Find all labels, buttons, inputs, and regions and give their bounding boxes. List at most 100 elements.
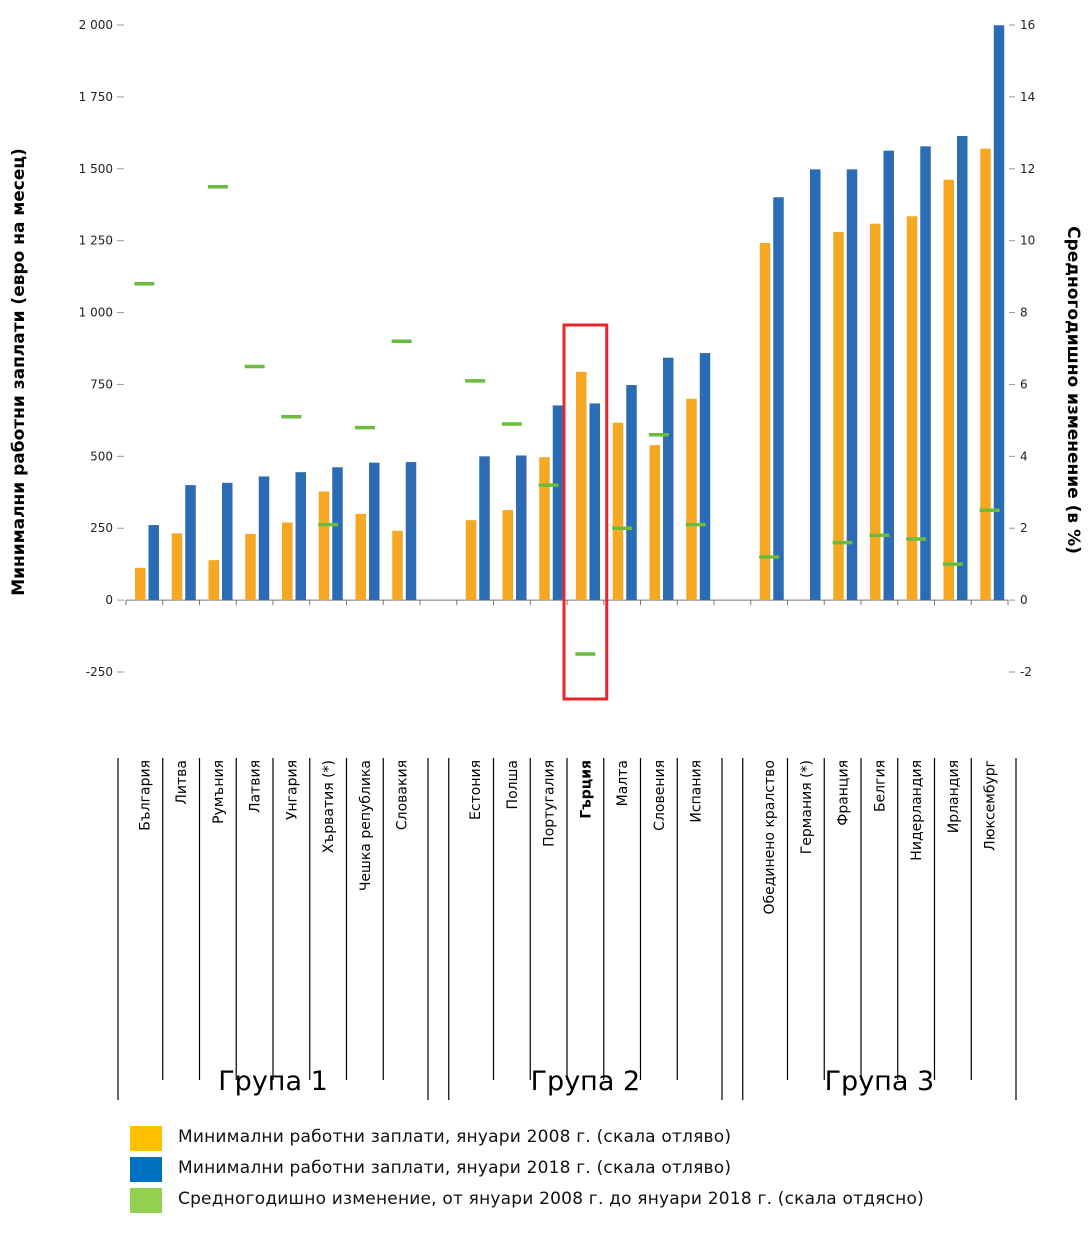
- bar-2018: [626, 385, 637, 601]
- category-label: Полша: [505, 760, 521, 809]
- category-label: Естония: [468, 760, 484, 820]
- group-label: Група 1: [218, 1066, 328, 1097]
- bar-2018: [222, 482, 233, 601]
- bar-2018: [295, 472, 306, 601]
- bar-2008: [759, 242, 771, 601]
- category-label: Белгия: [872, 760, 888, 812]
- right-tick-label: 10: [1020, 234, 1035, 248]
- bar-2018: [589, 403, 600, 601]
- bar-2008: [208, 560, 219, 601]
- bar-2008: [649, 445, 660, 601]
- legend-swatch-2018: [130, 1157, 162, 1182]
- right-tick-label: 8: [1020, 306, 1028, 320]
- bar-2008: [539, 457, 550, 601]
- legend-label-change: Средногодишно изменение, от януари 2008 …: [178, 1189, 924, 1209]
- category-label: Люксембург: [983, 760, 999, 851]
- legend-label-2008: Минимални работни заплати, януари 2008 г…: [178, 1127, 732, 1147]
- bar-2018: [479, 456, 490, 601]
- category-label: Хърватия (*): [321, 760, 337, 853]
- left-tick-label: 1 000: [79, 306, 113, 320]
- right-tick-label: 12: [1020, 162, 1035, 176]
- category-label: Франция: [836, 760, 852, 826]
- bar-2018: [405, 462, 417, 601]
- category-label: Обединено кралство: [762, 760, 778, 915]
- left-tick-label: 750: [90, 377, 113, 391]
- bar-2018: [516, 455, 527, 601]
- left-tick-label: 1 500: [79, 162, 113, 176]
- category-label: Испания: [689, 760, 705, 823]
- category-label: Унгария: [284, 760, 300, 820]
- bar-2018: [993, 25, 1005, 601]
- bar-2008: [502, 510, 513, 601]
- highlight-box: [562, 323, 609, 701]
- bar-2008: [612, 422, 624, 601]
- bar-2008: [135, 567, 146, 601]
- right-tick-label: 14: [1020, 90, 1035, 104]
- category-label: Словакия: [395, 760, 411, 830]
- right-tick-label: 2: [1020, 521, 1028, 535]
- right-tick-label: -2: [1020, 665, 1032, 679]
- group-label: Група 3: [825, 1066, 935, 1097]
- legend-item-change: Средногодишно изменение, от януари 2008 …: [130, 1188, 1010, 1213]
- category-label: Гърция: [578, 760, 594, 819]
- bar-2018: [148, 525, 159, 601]
- bar-2008: [171, 533, 183, 601]
- bar-2018: [846, 169, 858, 601]
- bar-2018: [369, 462, 380, 601]
- bar-2008: [686, 398, 697, 601]
- bar-2018: [663, 357, 674, 601]
- left-tick-label: 500: [90, 449, 113, 463]
- bar-2008: [245, 533, 256, 601]
- chart-svg: -250 0 250 500 750 1 000 1 250 1 500 1 750 2 000 -…: [9, 18, 1083, 1100]
- left-axis-title: Минимални работни заплати (евро на месец…: [9, 148, 29, 596]
- bar-2008: [980, 148, 991, 601]
- bar-2008: [355, 513, 366, 601]
- bar-2018: [552, 405, 564, 601]
- left-tick-label: 250: [90, 521, 113, 535]
- right-tick-label: 0: [1020, 593, 1028, 607]
- bar-2008: [833, 232, 844, 601]
- category-label: Ирландия: [946, 760, 962, 833]
- bar-2008: [943, 179, 954, 601]
- legend-swatch-change: [130, 1188, 162, 1213]
- group-label: Група 2: [531, 1066, 641, 1097]
- bar-2008: [465, 520, 477, 601]
- right-tick-label: 16: [1020, 18, 1035, 32]
- bar-2008: [906, 216, 918, 601]
- bar-2018: [810, 169, 821, 601]
- left-tick-label: 0: [105, 593, 113, 607]
- legend: Минимални работни заплати, януари 2008 г…: [130, 1126, 1010, 1219]
- category-label: Латвия: [248, 760, 264, 813]
- category-label: Румъния: [211, 760, 227, 824]
- legend-label-2018: Минимални работни заплати, януари 2018 г…: [178, 1158, 732, 1178]
- bar-2018: [957, 135, 968, 601]
- left-tick-label: 2 000: [79, 18, 113, 32]
- left-tick-label: 1 750: [79, 90, 113, 104]
- left-tick-label: -250: [86, 665, 113, 679]
- legend-item-2018: Минимални работни заплати, януари 2018 г…: [130, 1157, 1010, 1182]
- bar-2018: [883, 150, 894, 601]
- bar-2018: [185, 485, 196, 601]
- right-axis-title: Средногодишно изменение (в %): [1063, 226, 1083, 554]
- right-tick-label: 4: [1020, 449, 1028, 463]
- bar-2018: [699, 353, 711, 601]
- category-label: Нидерландия: [909, 760, 925, 861]
- bar-2018: [332, 467, 343, 601]
- category-label: Литва: [174, 760, 190, 805]
- bar-2018: [920, 146, 931, 601]
- category-label: Словения: [652, 760, 668, 831]
- legend-swatch-2008: [130, 1126, 162, 1151]
- bar-2008: [576, 371, 587, 601]
- right-tick-label: 6: [1020, 377, 1028, 391]
- bar-2008: [392, 530, 403, 601]
- category-label: Португалия: [542, 760, 558, 847]
- category-label: България: [137, 760, 153, 831]
- category-label: Малта: [615, 760, 631, 806]
- bar-2018: [773, 197, 784, 601]
- category-label: Чешка република: [358, 760, 374, 891]
- left-tick-label: 1 250: [79, 234, 113, 248]
- bar-2008: [870, 223, 881, 601]
- category-label: Германия (*): [799, 760, 815, 854]
- bar-2008: [318, 491, 330, 601]
- bar-2008: [282, 522, 293, 601]
